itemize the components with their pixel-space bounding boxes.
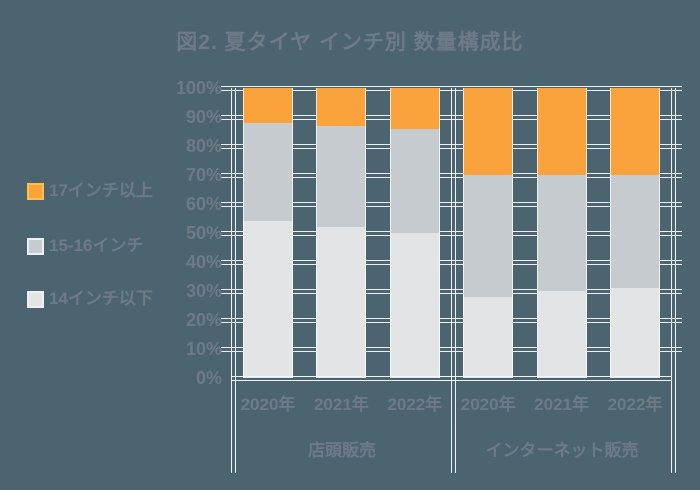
legend-swatch-icon [27,238,44,255]
group-separator-line [451,88,456,473]
y-tick-label: 100% [175,78,222,98]
bar-segment-14インチ以下 [316,227,366,378]
bar-segment-17インチ以上 [463,88,513,175]
x-category-label: 2020年 [460,395,516,414]
legend-label: 15-16インチ [49,236,144,255]
x-category-label: 2021年 [313,395,369,414]
y-tick-label: 60% [185,194,222,214]
x-category-label: 2022年 [607,395,663,414]
x-category-label: 2020年 [240,395,296,414]
bar-segment-15-16インチ [463,175,513,297]
bar-segment-17インチ以上 [316,88,366,126]
legend-label: 17インチ以上 [49,181,153,200]
y-tick-label: 20% [185,310,222,330]
x-group-label: 店頭販売 [308,441,376,460]
bar-segment-15-16インチ [243,122,293,222]
bar-segment-15-16インチ [390,128,440,233]
plot-frame-line [671,88,676,473]
bar-segment-14インチ以下 [537,291,587,378]
bar-segment-17インチ以上 [390,88,440,129]
y-tick-label: 10% [185,339,222,359]
bar-segment-15-16インチ [316,125,366,228]
y-tick-label: 70% [185,165,222,185]
bar-segment-15-16インチ [610,175,660,289]
y-tick-label: 30% [185,281,222,301]
x-category-label: 2021年 [534,395,589,414]
y-tick-label: 40% [185,252,222,272]
x-category-label: 2022年 [387,395,443,414]
chart-title: 図2. 夏タイヤ インチ別 数量構成比 [176,31,524,54]
legend-label: 14インチ以下 [49,289,153,308]
bar-segment-14インチ以下 [390,233,440,378]
bar-segment-17インチ以上 [610,88,660,175]
legend-swatch-icon [27,291,44,308]
y-tick-label: 50% [185,223,222,243]
y-tick-label: 90% [185,107,222,127]
x-group-label: インターネット販売 [485,441,639,460]
bar-segment-17インチ以上 [243,88,293,123]
bar-segment-15-16インチ [537,175,587,291]
bar-segment-14インチ以下 [610,288,660,378]
x-axis-line [232,376,672,381]
bar-segment-14インチ以下 [463,296,513,378]
legend-swatch-icon [27,183,44,200]
plot-frame-line [231,88,236,473]
bar-segment-17インチ以上 [537,88,587,175]
bar-segment-14インチ以下 [243,221,293,378]
y-tick-label: 80% [185,136,222,156]
y-tick-label: 0% [195,368,222,388]
